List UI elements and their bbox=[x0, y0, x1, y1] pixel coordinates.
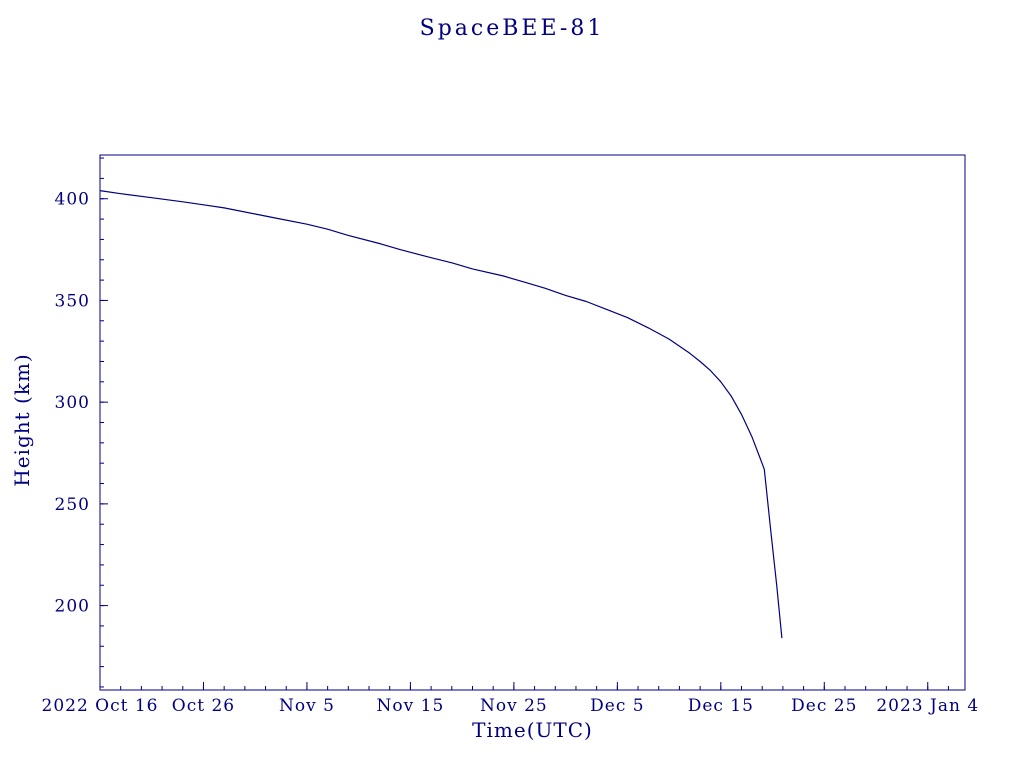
axis-frame bbox=[99, 154, 966, 691]
y-tick-label: 400 bbox=[55, 190, 90, 210]
x-axis-label: Time(UTC) bbox=[472, 718, 593, 742]
x-tick-label: Nov 25 bbox=[480, 696, 548, 716]
x-tick-label: Nov 15 bbox=[377, 696, 445, 716]
y-tick-label: 350 bbox=[55, 291, 90, 311]
x-tick-label: Dec 25 bbox=[791, 696, 857, 716]
chart-title: SpaceBEE-81 bbox=[419, 16, 605, 41]
x-tick-label: 2023 Jan 4 bbox=[876, 696, 979, 716]
x-tick-label: Dec 15 bbox=[688, 696, 754, 716]
y-tick-label: 250 bbox=[55, 495, 90, 515]
x-tick-label: 2022 Oct 16 bbox=[42, 696, 159, 716]
y-tick-label: 200 bbox=[55, 597, 90, 617]
x-tick-label: Dec 5 bbox=[590, 696, 644, 716]
x-tick-label: Nov 5 bbox=[279, 696, 335, 716]
x-tick-label: Oct 26 bbox=[172, 696, 235, 716]
series-line bbox=[99, 190, 783, 639]
y-tick-label: 300 bbox=[55, 393, 90, 413]
